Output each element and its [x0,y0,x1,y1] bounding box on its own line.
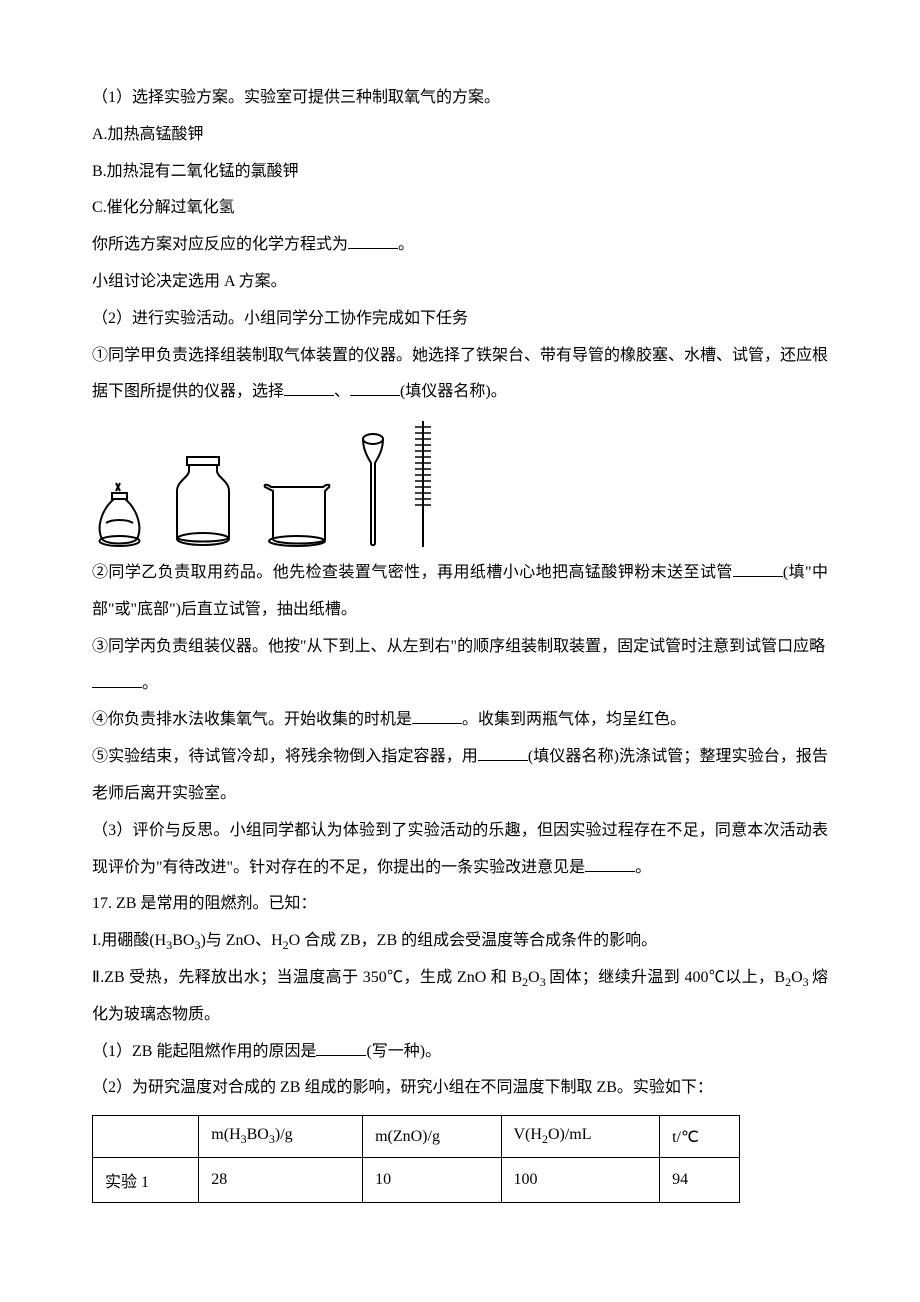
text: O 合成 ZB，ZB 的组成会受温度等合成条件的影响。 [289,932,657,949]
fill-blank [585,855,635,872]
fill-blank [350,379,400,396]
text: m(H [211,1126,240,1143]
text: 。收集到两瓶气体，均呈红色。 [462,711,686,728]
text: O [528,969,540,986]
subscript: 3 [540,975,549,989]
option-a: A.加热高锰酸钾 [92,117,828,154]
table-cell: 94 [660,1158,740,1203]
paragraph: ⑤实验结束，待试管冷却，将残余物倒入指定容器，用(填仪器名称)洗涤试管；整理实验… [92,739,828,813]
text: ②同学乙负责取用药品。他先检查装置气密性，再用纸槽小心地把高锰酸钾粉末送至试管 [92,564,733,581]
paragraph: 小组讨论决定选用 A 方案。 [92,264,828,301]
table-cell: 10 [363,1158,501,1203]
paragraph: ②同学乙负责取用药品。他先检查装置气密性，再用纸槽小心地把高锰酸钾粉末送至试管(… [92,555,828,629]
fill-blank [284,379,334,396]
text: )/g [275,1126,293,1143]
table-header-row: m(H3BO3)/g m(ZnO)/g V(H2O)/mL t/℃ [93,1116,740,1158]
paragraph: ④你负责排水法收集氧气。开始收集的时机是 。收集到两瓶气体，均呈红色。 [92,702,828,739]
paragraph: （2）为研究温度对合成的 ZB 组成的影响，研究小组在不同温度下制取 ZB。实验… [92,1070,828,1107]
table-row: 实验 1 28 10 100 94 [93,1158,740,1203]
beaker-icon [259,479,335,549]
text: ③同学丙负责组装仪器。他按"从下到上、从左到右"的顺序组装制取装置，固定试管时注… [92,638,825,655]
alcohol-lamp-icon [92,479,147,549]
paragraph: I.用硼酸(H3BO3)与 ZnO、H2O 合成 ZB，ZB 的组成会受温度等合… [92,923,828,960]
table-cell: 28 [199,1158,363,1203]
text: 你所选方案对应反应的化学方程式为 [92,236,348,253]
funnel-icon [357,431,389,549]
question-17: 17. ZB 是常用的阻燃剂。已知： [92,886,828,923]
text: 。 [635,859,651,876]
paragraph: ①同学甲负责选择组装制取气体装置的仪器。她选择了铁架台、带有导管的橡胶塞、水槽、… [92,338,828,412]
brush-icon [411,419,435,549]
fill-blank [412,707,462,724]
text: I.用硼酸(H [92,932,166,949]
paragraph: ③同学丙负责组装仪器。他按"从下到上、从左到右"的顺序组装制取装置，固定试管时注… [92,629,828,703]
fill-blank [478,744,528,761]
table-cell: 100 [501,1158,660,1203]
paragraph: 你所选方案对应反应的化学方程式为 。 [92,227,828,264]
text: （3）评价与反思。小组同学都认为体验到了实验活动的乐趣，但因实验过程存在不足，同… [92,822,828,876]
experiment-table: m(H3BO3)/g m(ZnO)/g V(H2O)/mL t/℃ 实验 1 2… [92,1115,740,1203]
text: O [791,969,803,986]
option-c: C.催化分解过氧化氢 [92,190,828,227]
table-cell: 实验 1 [93,1158,199,1203]
paragraph: （1）选择实验方案。实验室可提供三种制取氧气的方案。 [92,80,828,117]
apparatus-diagram [92,411,828,555]
text: （1）ZB 能起阻燃作用的原因是 [92,1043,316,1060]
text: ⑤实验结束，待试管冷却，将残余物倒入指定容器，用 [92,748,478,765]
jar-icon [169,453,237,549]
table-header: m(H3BO3)/g [199,1116,363,1158]
text: BO [172,932,194,949]
table-header [93,1116,199,1158]
text: BO [247,1126,269,1143]
subscript: 3 [803,975,812,989]
paragraph: （1）ZB 能起阻燃作用的原因是 (写一种)。 [92,1034,828,1071]
table-header: V(H2O)/mL [501,1116,660,1158]
text: )与 ZnO、H [200,932,282,949]
text: 。 [142,675,158,692]
text: 、 [334,383,350,400]
option-b: B.加热混有二氧化锰的氯酸钾 [92,154,828,191]
text: (填仪器名称)。 [400,383,507,400]
fill-blank [316,1039,366,1056]
document-page: （1）选择实验方案。实验室可提供三种制取氧气的方案。 A.加热高锰酸钾 B.加热… [0,0,920,1263]
paragraph: （2）进行实验活动。小组同学分工协作完成如下任务 [92,301,828,338]
text: Ⅱ.ZB 受热，先释放出水；当温度高于 350℃，生成 ZnO 和 B [92,969,522,986]
text: O)/mL [548,1126,592,1143]
table-header: m(ZnO)/g [363,1116,501,1158]
text: 。 [398,236,414,253]
text: (写一种)。 [366,1043,441,1060]
fill-blank [348,232,398,249]
fill-blank [92,671,142,688]
paragraph: （3）评价与反思。小组同学都认为体验到了实验活动的乐趣，但因实验过程存在不足，同… [92,813,828,887]
text: V(H [514,1126,542,1143]
text: 固体；继续升温到 400℃以上，B [549,969,785,986]
paragraph: Ⅱ.ZB 受热，先释放出水；当温度高于 350℃，生成 ZnO 和 B2O3 固… [92,960,828,1034]
fill-blank [733,560,783,577]
table-header: t/℃ [660,1116,740,1158]
text: ④你负责排水法收集氧气。开始收集的时机是 [92,711,412,728]
